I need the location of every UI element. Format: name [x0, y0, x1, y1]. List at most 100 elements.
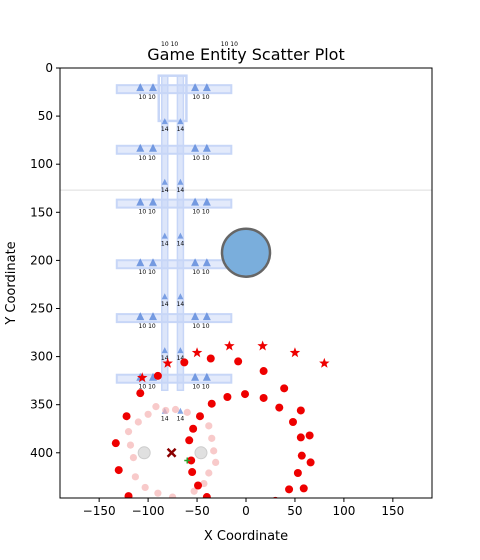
tower-sub-marker-3-0: [161, 293, 168, 300]
enemy-1: [114, 466, 123, 475]
tower-marker-0-2: [191, 83, 200, 92]
y-axis-label: Y Coordinate: [4, 241, 19, 325]
enemy-13: [202, 493, 211, 498]
star-marker-5: [289, 347, 301, 358]
enemy-faded-16: [205, 422, 213, 430]
tower-marker-5-1: [149, 372, 157, 381]
enemy-0: [111, 439, 120, 448]
x-tick-label-2: −50: [184, 504, 209, 518]
enemy-faded-6: [144, 410, 152, 418]
tower-marker-3-2: [191, 258, 200, 267]
tower-marker-0-1: [149, 83, 157, 92]
enemy-2: [122, 412, 131, 421]
enemy-15: [207, 399, 216, 408]
tower-row-frame-5: [115, 373, 233, 384]
tower-sub-marker-2-0: [161, 232, 168, 239]
enemy-faded-11: [171, 405, 180, 414]
star-marker-3: [224, 340, 235, 351]
enemy-faded-13: [190, 487, 198, 495]
y-tick-label-1: 50: [38, 109, 53, 123]
tower-label-right-1: 10 10: [192, 155, 209, 162]
enemy-faded-3: [131, 473, 139, 481]
tower-label-left-0: 10 10: [139, 94, 156, 101]
tower-label-right-2: 10 10: [192, 209, 209, 216]
enemy-9: [188, 468, 197, 477]
tower-label-left-2: 10 10: [139, 209, 156, 216]
tower-sub-marker-3-1: [177, 293, 184, 300]
enemy-5: [153, 371, 162, 380]
tower-label-right-5: 10 10: [192, 384, 209, 391]
tower-row-frame-3: [115, 259, 233, 270]
enemy-27: [296, 433, 305, 442]
enemy-25: [293, 468, 302, 477]
enemy-14: [206, 354, 215, 363]
tower-sub-label-1-1: 14: [177, 187, 185, 194]
tower-row-frame-4: [115, 313, 233, 324]
y-tick-label-3: 150: [30, 205, 53, 219]
y-tick-label-2: 100: [30, 157, 53, 171]
tower-marker-2-0: [136, 197, 145, 206]
enemy-8: [187, 456, 196, 465]
tower-marker-3-1: [149, 258, 157, 267]
enemy-11: [194, 481, 203, 490]
y-tick-label-5: 250: [30, 301, 53, 315]
tower-label-left-1: 10 10: [139, 155, 156, 162]
tower-sub-label-0-0: 14: [161, 126, 169, 133]
enemy-4: [136, 389, 145, 398]
chart-title: Game Entity Scatter Plot: [147, 45, 344, 64]
enemy-faded-10: [168, 493, 177, 498]
marker-plus-1: [184, 457, 191, 464]
tower-marker-2-1: [149, 197, 157, 206]
plot-layer: 10 10 10 10 14 14 10 10 10 10 14 14 10 10 10 10 14…: [60, 41, 432, 498]
tower-marker-2-3: [202, 197, 211, 206]
tower-sub-marker-0-1: [177, 118, 184, 125]
plot-frame: [59, 67, 433, 499]
enemy-faded-17: [208, 434, 216, 442]
tower-top-frame: [157, 74, 188, 123]
enemy-26: [296, 406, 305, 415]
tower-marker-4-2: [191, 312, 200, 321]
tower-label-right-3: 10 10: [192, 269, 209, 276]
tower-sub-label-5-1: 14: [177, 416, 185, 423]
enemy-faded-15: [205, 469, 213, 477]
tower-label-left-5: 10 10: [139, 384, 156, 391]
tower-sub-label-1-0: 14: [161, 187, 169, 194]
tower-sub-marker-2-1: [177, 232, 184, 239]
y-tick-label-8: 400: [30, 446, 53, 460]
enemy-10: [189, 424, 198, 433]
tower-sub-marker-5-1: [177, 407, 184, 414]
enemy-faded-2: [129, 453, 138, 462]
ticks-layer: −150 −100 −50 0 50 100 150 0 50 100 150 200 250 300 35…: [30, 61, 404, 518]
tower-sub-marker-4-0: [161, 347, 168, 354]
enemy-24: [288, 418, 297, 427]
enemy-30: [305, 431, 314, 440]
tower-sub-marker-4-1: [177, 347, 184, 354]
unit-large-0: [220, 227, 272, 278]
tower-marker-3-3: [202, 258, 211, 267]
enemy-faded-19: [212, 458, 220, 467]
star-marker-0: [137, 372, 148, 383]
enemy-16: [223, 392, 232, 401]
tower-label-right-4: 10 10: [192, 323, 209, 330]
tower-marker-1-1: [149, 143, 157, 152]
tower-marker-1-0: [136, 143, 145, 152]
unit-small-2: [194, 446, 208, 460]
tower-marker-5-2: [191, 372, 200, 381]
x-tick-label-5: 100: [332, 504, 355, 518]
star-marker-4: [257, 340, 268, 351]
enemy-6: [180, 358, 189, 367]
tower-label-left-3: 10 10: [139, 269, 156, 276]
tower-marker-4-1: [149, 312, 157, 321]
y-tick-label-4: 200: [30, 253, 53, 267]
x-tick-label-4: 50: [287, 504, 302, 518]
tower-label-left-4: 10 10: [139, 323, 156, 330]
enemy-22: [280, 384, 289, 393]
enemy-28: [297, 451, 306, 460]
tower-marker-0-0: [136, 83, 145, 92]
top-label-0: 10 10: [161, 41, 178, 48]
enemy-faded-18: [210, 447, 218, 455]
enemy-faded-0: [124, 428, 133, 436]
tower-label-right-0: 10 10: [192, 94, 209, 101]
tower-sub-label-0-1: 14: [177, 126, 185, 133]
enemy-faded-14: [200, 479, 208, 488]
